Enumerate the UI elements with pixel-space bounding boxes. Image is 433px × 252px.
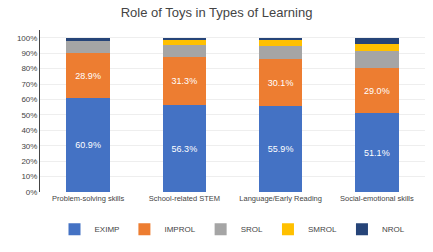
svg-text:51.1%: 51.1% [364,148,390,158]
svg-text:Problem-solving skills: Problem-solving skills [52,194,124,203]
svg-text:100%: 100% [17,34,37,43]
svg-text:90%: 90% [21,49,37,58]
svg-text:28.9%: 28.9% [75,71,101,81]
svg-text:30%: 30% [21,142,37,151]
svg-text:Role of Toys in Types of Learn: Role of Toys in Types of Learning [121,5,313,20]
svg-text:60%: 60% [21,95,37,104]
svg-text:10%: 10% [21,172,37,181]
svg-text:NROL: NROL [382,225,405,234]
svg-text:Language/Early Reading: Language/Early Reading [239,194,322,203]
svg-text:29.0%: 29.0% [364,86,390,96]
svg-text:55.9%: 55.9% [268,144,294,154]
svg-text:50%: 50% [21,111,37,120]
svg-text:School-related STEM: School-related STEM [149,194,220,203]
svg-text:60.9%: 60.9% [75,140,101,150]
svg-text:56.3%: 56.3% [172,144,198,154]
svg-text:0%: 0% [26,188,38,197]
svg-text:Social-emotional skills: Social-emotional skills [340,194,414,203]
svg-text:20%: 20% [21,157,37,166]
svg-text:70%: 70% [21,80,37,89]
svg-text:SMROL: SMROL [308,225,337,234]
svg-text:80%: 80% [21,64,37,73]
svg-text:40%: 40% [21,126,37,135]
svg-text:31.3%: 31.3% [172,76,198,86]
svg-text:30.1%: 30.1% [268,78,294,88]
svg-text:EXIMP: EXIMP [95,225,120,234]
svg-text:SROL: SROL [241,225,263,234]
svg-text:IMPROL: IMPROL [164,225,195,234]
